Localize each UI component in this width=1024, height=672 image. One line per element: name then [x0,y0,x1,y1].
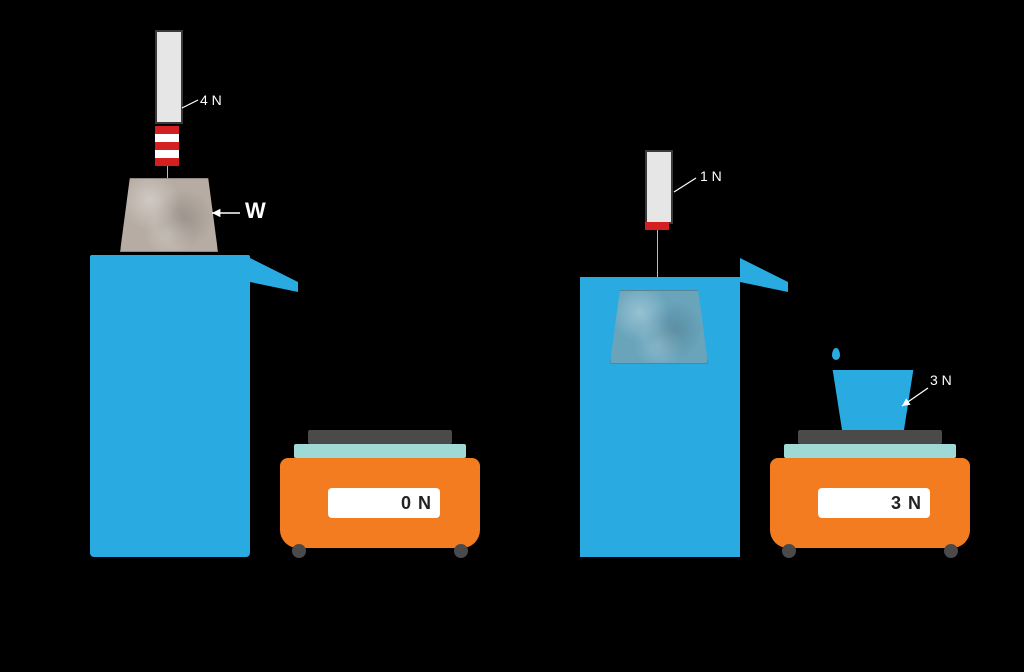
bench-body: 3 N [770,458,970,548]
bench-body: 0 N [280,458,480,548]
bench-readout-right: 3 N [818,488,930,518]
bench-top [784,444,956,458]
bench-scale-left: 0 N [280,430,480,570]
bench-top [294,444,466,458]
bench-plate [798,430,942,444]
bench-readout-value: 0 N [401,493,432,514]
bench-readout-value: 3 N [891,493,922,514]
bench-plate [308,430,452,444]
bench-scale-right: 3 N [770,430,970,570]
panel-right: 1 N 3 N [530,0,1010,640]
bench-readout-left: 0 N [328,488,440,518]
diagram-stage: 4 N W 0 N [0,0,1024,672]
panel-left: 4 N W 0 N [40,0,520,640]
